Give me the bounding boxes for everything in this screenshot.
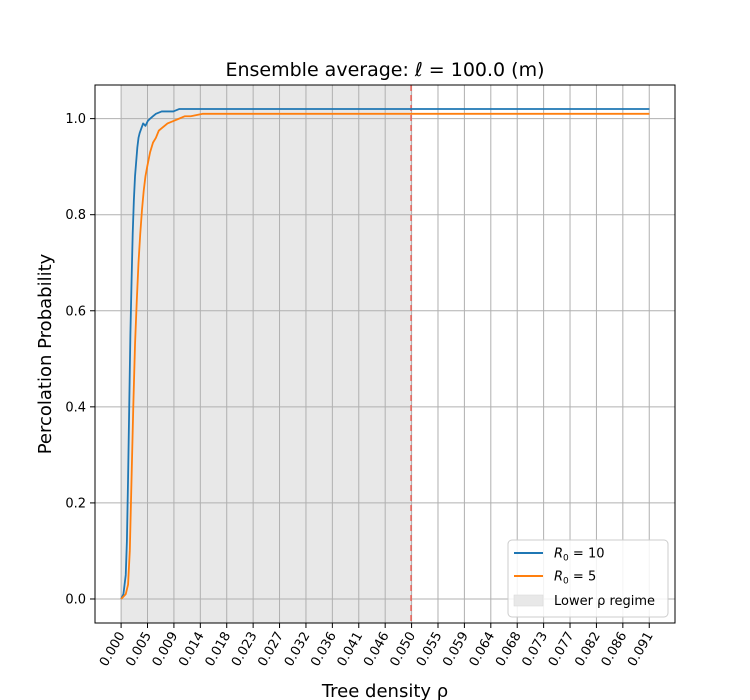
legend-label: R0 = 5	[554, 570, 596, 587]
x-tick-label: 0.086	[599, 630, 631, 670]
x-tick-label: 0.046	[361, 630, 393, 670]
x-tick-label: 0.077	[546, 630, 578, 670]
series-line-r0-5	[120, 112, 650, 600]
x-tick-label: 0.064	[467, 630, 499, 670]
x-tick-label: 0.009	[150, 630, 182, 670]
y-axis-title: Percolation Probability	[35, 253, 56, 454]
plot-area: 0.0000.0050.0090.0140.0180.0230.0270.032…	[65, 84, 676, 670]
x-tick-label: 0.073	[519, 630, 551, 670]
y-tick-label: 1.0	[65, 112, 86, 127]
legend-swatch-shaded	[513, 594, 544, 607]
y-tick-label: 0.2	[65, 496, 86, 511]
y-tick-label: 0.4	[65, 400, 86, 415]
y-tick-label: 0.8	[65, 208, 86, 223]
x-tick-label: 0.059	[440, 630, 472, 670]
x-tick-label: 0.041	[335, 630, 367, 670]
legend-box	[507, 539, 669, 618]
shaded-region-lower-rho	[121, 85, 412, 623]
y-tick-label: 0.0	[65, 592, 86, 607]
x-tick-label: 0.055	[414, 630, 446, 670]
x-tick-label: 0.082	[572, 630, 604, 670]
x-axis-title: Tree density ρ	[321, 681, 448, 700]
y-tick-label: 0.6	[65, 304, 86, 319]
x-tick-label: 0.032	[282, 630, 314, 670]
x-tick-label: 0.027	[255, 630, 287, 670]
x-tick-label: 0.005	[123, 630, 155, 670]
legend: R0 = 10 R0 = 5 Lower ρ regime	[507, 539, 669, 618]
legend-label-shaded: Lower ρ regime	[554, 594, 655, 609]
x-tick-label: 0.018	[203, 630, 235, 670]
x-tick-label: 0.000	[97, 630, 129, 670]
x-tick-label: 0.036	[308, 630, 340, 670]
x-tick-label: 0.068	[493, 630, 525, 670]
chart-title: Ensemble average: ℓ = 100.0 (m)	[225, 59, 544, 81]
x-tick-label: 0.091	[625, 630, 657, 670]
x-tick-label: 0.023	[229, 630, 261, 670]
x-tick-label: 0.014	[176, 630, 208, 670]
legend-label: R0 = 10	[554, 547, 604, 564]
x-tick-label: 0.050	[387, 630, 419, 670]
series-line-r0-10	[120, 108, 650, 600]
